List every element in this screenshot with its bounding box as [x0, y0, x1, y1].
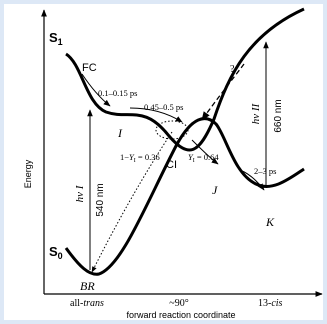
k-label: K — [265, 215, 275, 229]
yield-left: 1−YI = 0.36 — [120, 152, 160, 164]
ci-label: CI — [166, 159, 177, 171]
x-tick-90: ~90° — [169, 298, 188, 309]
yield-right: YI = 0.64 — [188, 152, 219, 164]
fc-label: FC — [82, 62, 97, 74]
x-tick-all-trans: all-trans — [70, 298, 104, 309]
unknown-path-arrow — [201, 63, 245, 121]
pump2-wavelength: 660 nm — [273, 99, 284, 132]
i-to-ci-time: 0.45–0.5 ps — [144, 102, 183, 112]
unknown-path-label: ? — [230, 64, 235, 75]
figure-frame: Energy forward reaction coordinate all-t… — [4, 4, 323, 320]
br-label: BR — [80, 279, 95, 293]
pump1-wavelength: 540 nm — [95, 183, 106, 216]
s0-label: S0 — [49, 244, 63, 261]
ci-to-j-arrow — [191, 139, 219, 165]
fc-to-i-arrow — [81, 73, 111, 107]
s1-label: S1 — [49, 30, 63, 47]
pump2-symbol: hν II — [250, 102, 262, 124]
fc-to-i-time: 0.1–0.15 ps — [98, 88, 137, 98]
x-axis-label: forward reaction coordinate — [126, 310, 235, 320]
x-tick-13-cis: 13-cis — [258, 298, 283, 309]
i-to-ci-arrow — [129, 107, 183, 123]
i-label: I — [117, 126, 123, 140]
pump1-symbol: hν I — [74, 184, 86, 202]
ci-loop — [155, 120, 189, 140]
return-to-br-arrow — [91, 131, 173, 273]
j-to-k-arrow — [239, 169, 265, 191]
s1-curve — [65, 7, 305, 152]
y-axis-label: Energy — [23, 159, 33, 188]
j-to-k-time: 2–3 ps — [254, 166, 276, 176]
j-label: J — [212, 183, 218, 197]
energy-diagram: Energy forward reaction coordinate all-t… — [23, 7, 323, 320]
